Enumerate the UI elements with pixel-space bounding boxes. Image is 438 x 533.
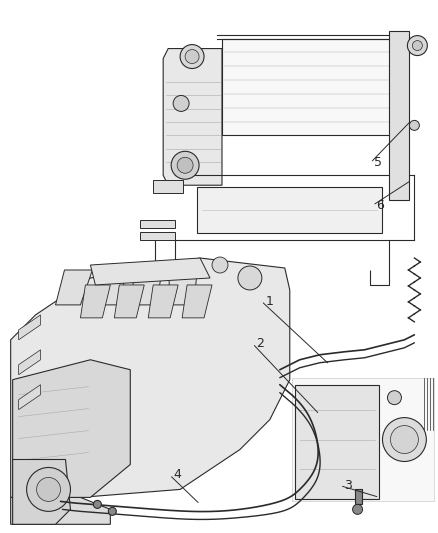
Circle shape (388, 391, 401, 405)
Polygon shape (93, 270, 127, 305)
Circle shape (382, 417, 426, 462)
Polygon shape (13, 360, 130, 497)
Polygon shape (131, 270, 162, 305)
Polygon shape (140, 232, 175, 240)
Circle shape (180, 45, 204, 69)
Circle shape (413, 41, 422, 51)
Polygon shape (19, 350, 41, 375)
Text: 4: 4 (173, 469, 181, 481)
Polygon shape (163, 49, 222, 185)
Text: 5: 5 (374, 156, 382, 169)
Polygon shape (11, 258, 290, 497)
Circle shape (171, 151, 199, 179)
Circle shape (173, 95, 189, 111)
Circle shape (390, 425, 418, 454)
Polygon shape (19, 315, 41, 340)
Circle shape (410, 120, 419, 131)
Circle shape (37, 478, 60, 502)
Polygon shape (169, 270, 197, 305)
Text: 6: 6 (377, 199, 385, 212)
Text: 1: 1 (265, 295, 273, 308)
Polygon shape (197, 187, 382, 233)
Polygon shape (19, 385, 41, 410)
Polygon shape (11, 497, 110, 524)
Polygon shape (13, 459, 71, 524)
Polygon shape (148, 285, 178, 318)
Polygon shape (222, 38, 392, 135)
Polygon shape (292, 378, 434, 502)
Polygon shape (114, 285, 144, 318)
Polygon shape (295, 385, 379, 499)
Polygon shape (90, 258, 210, 285)
Polygon shape (56, 270, 92, 305)
Polygon shape (81, 285, 110, 318)
Circle shape (353, 504, 363, 514)
Polygon shape (355, 489, 361, 504)
Circle shape (238, 266, 262, 290)
Text: 2: 2 (257, 337, 265, 350)
Polygon shape (182, 285, 212, 318)
Circle shape (185, 50, 199, 63)
Circle shape (108, 507, 117, 515)
Circle shape (27, 467, 71, 511)
Circle shape (407, 36, 427, 55)
Polygon shape (140, 220, 175, 228)
Polygon shape (153, 180, 183, 193)
FancyBboxPatch shape (389, 30, 410, 200)
Circle shape (212, 257, 228, 273)
Circle shape (177, 157, 193, 173)
Text: 3: 3 (344, 479, 352, 492)
Circle shape (93, 500, 101, 508)
